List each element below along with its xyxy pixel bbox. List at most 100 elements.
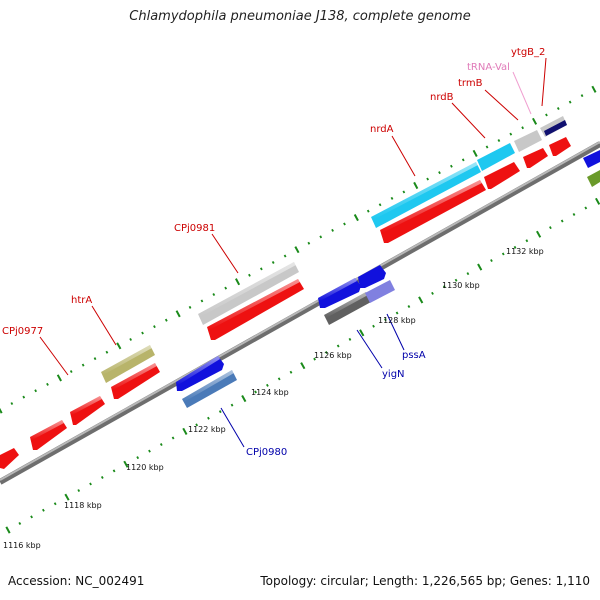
minor-tick — [390, 196, 394, 200]
scale-label: 1116 kbp — [3, 541, 41, 550]
gene-label-nrdA[interactable]: nrdA — [370, 124, 394, 135]
minor-tick — [212, 293, 216, 297]
minor-tick — [148, 449, 151, 453]
map-title: Chlamydophila pneumoniae J138, complete … — [129, 9, 471, 24]
outer-tick-ring — [0, 85, 597, 414]
minor-tick — [30, 515, 33, 519]
minor-tick — [395, 311, 399, 315]
minor-tick — [200, 299, 204, 303]
minor-tick — [248, 273, 251, 277]
minor-tick — [461, 158, 465, 162]
minor-tick — [81, 363, 85, 367]
gene-arrow-trmB[interactable] — [523, 148, 548, 168]
minor-tick — [164, 318, 168, 322]
minor-tick — [325, 351, 328, 355]
minor-tick — [271, 260, 275, 264]
gene-arrow-reverse[interactable] — [318, 278, 361, 308]
minor-tick — [384, 318, 387, 322]
gene-box-htrA[interactable] — [101, 345, 155, 383]
gene-box-pssA[interactable] — [365, 280, 395, 303]
minor-tick — [336, 344, 340, 348]
scale-label: 1132 kbp — [506, 247, 544, 256]
minor-tick — [283, 254, 287, 258]
minor-tick — [18, 521, 22, 525]
major-tick — [418, 296, 424, 304]
minor-tick — [454, 278, 458, 282]
gene-box-CPj0980[interactable] — [182, 370, 237, 408]
gene-label-htrA[interactable]: htrA — [71, 295, 92, 306]
minor-tick — [89, 482, 92, 486]
gene-box-yigN[interactable] — [324, 292, 371, 325]
minor-tick — [129, 337, 132, 341]
minor-tick — [525, 239, 529, 243]
gene-label-pssA[interactable]: pssA — [402, 350, 426, 361]
major-tick — [353, 214, 359, 222]
minor-tick — [266, 383, 269, 387]
gene-label-CPj0981[interactable]: CPj0981 — [174, 223, 215, 234]
scale-label: 1120 kbp — [126, 463, 164, 472]
gene-box-tRNA-Val[interactable] — [540, 116, 567, 137]
major-tick — [5, 526, 11, 534]
scale-label: 1126 kbp — [314, 351, 352, 360]
minor-tick — [509, 132, 513, 136]
gene-box-edge[interactable] — [583, 150, 600, 187]
gene-arrow[interactable] — [70, 396, 105, 425]
minor-tick — [450, 164, 453, 168]
minor-tick — [10, 402, 14, 406]
minor-tick — [34, 389, 37, 393]
gene-box-nrdB-cyan[interactable] — [477, 143, 515, 171]
minor-tick — [580, 94, 584, 98]
minor-tick — [584, 206, 588, 210]
gene-arrow-nrdB[interactable] — [484, 162, 520, 189]
minor-tick — [568, 100, 572, 104]
minor-tick — [46, 382, 49, 386]
minor-tick — [501, 252, 505, 256]
gene-label-nrdB[interactable]: nrdB — [430, 92, 454, 103]
gene-label-tRNA-Val[interactable]: tRNA-Val — [467, 62, 510, 73]
minor-tick — [521, 126, 524, 130]
minor-tick — [105, 350, 109, 354]
minor-tick — [313, 357, 316, 361]
gene-label-yigN[interactable]: yigN — [382, 369, 405, 380]
gene-arrow-ytgB[interactable] — [549, 137, 571, 156]
minor-tick — [485, 145, 489, 149]
forward-strand-genes — [0, 116, 600, 469]
gene-box-CPj0981[interactable] — [198, 262, 299, 325]
gene-arrow-reverse[interactable] — [358, 265, 386, 288]
scale-labels: 1116 kbp 1118 kbp 1120 kbp 1122 kbp 1124… — [3, 247, 544, 550]
gene-arrow[interactable] — [111, 363, 160, 399]
minor-tick — [230, 403, 234, 407]
minor-tick — [224, 286, 228, 290]
gene-arrow[interactable] — [207, 279, 304, 340]
major-tick — [413, 181, 419, 190]
major-tick — [359, 329, 365, 337]
gene-arrow-nrdA[interactable] — [380, 180, 486, 243]
minor-tick — [466, 272, 470, 276]
minor-tick — [77, 489, 81, 493]
gene-label-trmB[interactable]: trmB — [458, 78, 483, 89]
gene-box-trmB[interactable] — [514, 130, 542, 152]
minor-tick — [348, 337, 352, 341]
gene-arrow[interactable] — [30, 420, 67, 450]
gene-label-CPj0980[interactable]: CPj0980 — [246, 447, 287, 458]
minor-tick — [260, 267, 263, 271]
minor-tick — [426, 177, 429, 181]
scale-label: 1118 kbp — [64, 501, 102, 510]
minor-tick — [319, 235, 323, 239]
gene-arrow[interactable] — [0, 448, 19, 469]
genome-backbone — [0, 141, 600, 485]
minor-tick — [42, 508, 45, 512]
gene-box-nrdA[interactable] — [371, 162, 481, 228]
major-tick — [472, 149, 478, 157]
gene-label-CPj0977[interactable]: CPj0977 — [2, 326, 43, 337]
genome-summary-text: Topology: circular; Length: 1,226,565 bp… — [260, 574, 590, 588]
minor-tick — [556, 107, 560, 111]
gene-arrow-reverse[interactable] — [176, 356, 224, 391]
gene-label-ytgB_2[interactable]: ytgB_2 — [511, 47, 545, 58]
scale-tick-ring — [5, 197, 600, 534]
minor-tick — [402, 190, 406, 194]
major-tick — [536, 230, 542, 238]
minor-tick — [407, 305, 411, 309]
major-tick — [595, 197, 600, 205]
